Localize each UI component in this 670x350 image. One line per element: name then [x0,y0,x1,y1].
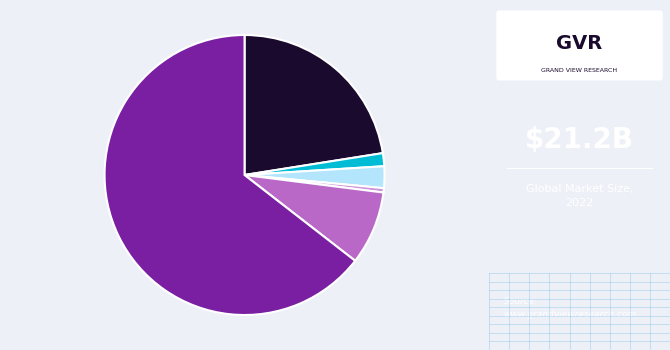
Text: $21.2B: $21.2B [525,126,634,154]
Wedge shape [245,175,384,192]
Text: GVR: GVR [556,34,603,53]
FancyBboxPatch shape [496,10,663,80]
Text: GRAND VIEW RESEARCH: GRAND VIEW RESEARCH [541,68,618,72]
Wedge shape [245,153,385,175]
Wedge shape [245,35,383,175]
Text: Source:
www.grandviewresearch.com: Source: www.grandviewresearch.com [504,297,636,319]
Wedge shape [245,166,385,188]
Wedge shape [105,35,355,315]
Text: Global Market Size,
2022: Global Market Size, 2022 [526,184,633,208]
Wedge shape [245,175,383,261]
